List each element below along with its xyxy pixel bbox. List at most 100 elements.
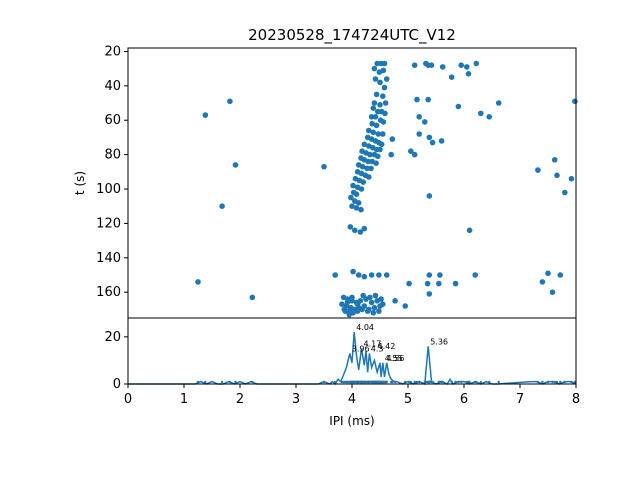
baseline-marker xyxy=(322,380,326,384)
scatter-point xyxy=(380,119,387,125)
baseline-marker xyxy=(334,380,337,384)
peak-annotation: 5.36 xyxy=(430,337,448,346)
x-tick-label: 8 xyxy=(572,392,580,407)
baseline-marker xyxy=(348,380,351,384)
x-tick-label: 2 xyxy=(236,392,244,407)
baseline-marker xyxy=(404,380,407,384)
baseline-marker xyxy=(409,380,412,384)
scatter-point xyxy=(377,102,383,108)
baseline-marker xyxy=(465,380,468,384)
baseline-marker xyxy=(343,380,346,384)
scatter-point xyxy=(354,301,361,308)
scatter-point xyxy=(389,136,396,142)
scatter-point xyxy=(369,120,376,127)
scatter-point xyxy=(344,299,351,306)
y-tick-label: 20 xyxy=(104,330,121,345)
baseline-marker xyxy=(450,380,453,384)
scatter-point xyxy=(364,165,370,172)
scatter-point xyxy=(372,292,379,299)
x-axis-label: IPI (ms) xyxy=(329,414,374,428)
scatter-point xyxy=(332,272,339,278)
baseline-marker xyxy=(563,380,566,384)
scatter-point xyxy=(383,272,390,278)
peak-annotation: 4.17 xyxy=(364,340,382,349)
scatter-point xyxy=(380,93,386,99)
scatter-point xyxy=(353,191,360,197)
scatter-point xyxy=(321,163,327,170)
scatter-point xyxy=(357,229,364,235)
baseline-marker xyxy=(364,380,368,384)
scatter-point xyxy=(350,268,356,275)
scatter-point xyxy=(377,303,383,309)
scatter-point xyxy=(368,272,375,278)
peak-annotation: 3.96 xyxy=(352,344,370,353)
scatter-point xyxy=(426,272,433,278)
scatter-point xyxy=(458,62,465,68)
scatter-point xyxy=(554,172,560,179)
scatter-point xyxy=(373,91,380,98)
scatter-point xyxy=(371,100,378,106)
baseline-marker xyxy=(488,380,491,384)
peak-annotation: 4.04 xyxy=(356,323,374,332)
x-tick-label: 1 xyxy=(180,392,188,407)
baseline-marker xyxy=(474,380,477,384)
scatter-panel: 20 40 60 80 100 120 140 160 t (s) xyxy=(73,44,578,319)
scatter-point xyxy=(249,294,256,301)
scatter-point xyxy=(349,203,355,209)
baseline-marker xyxy=(366,380,369,384)
scatter-point xyxy=(361,273,368,280)
scatter-point xyxy=(354,308,361,314)
scatter-point xyxy=(549,289,556,296)
baseline-marker xyxy=(541,380,544,384)
histogram-x-axis: 0 1 2 3 4 5 6 7 8 xyxy=(124,384,580,407)
scatter-point xyxy=(383,76,390,82)
y-tick-label: 0 xyxy=(113,377,121,392)
scatter-point xyxy=(382,110,388,117)
baseline-marker xyxy=(428,380,431,384)
scatter-point xyxy=(426,134,433,141)
scatter-point xyxy=(414,96,420,103)
x-tick-label: 5 xyxy=(404,392,412,407)
scatter-point xyxy=(426,291,433,297)
baseline-marker xyxy=(350,380,354,384)
scatter-point xyxy=(367,294,373,301)
scatter-point xyxy=(374,60,381,67)
scatter-point xyxy=(380,131,386,137)
scatter-point xyxy=(346,311,353,318)
scatter-point xyxy=(437,272,443,278)
scatter-point xyxy=(368,114,375,120)
scatter-y-axis: 20 40 60 80 100 120 140 160 xyxy=(96,44,128,300)
scatter-point xyxy=(378,296,384,302)
y-tick-label: 60 xyxy=(104,113,121,128)
scatter-point xyxy=(366,174,372,180)
scatter-point xyxy=(372,114,379,120)
peak-annotations: 4.04 4.174.42 3.96 4.34.554.56 5.36 xyxy=(352,323,448,363)
scatter-point xyxy=(378,141,385,148)
scatter-point xyxy=(373,160,379,166)
baseline-marker xyxy=(381,380,384,384)
scatter-point xyxy=(388,151,395,158)
histogram-panel: 4.04 4.174.42 3.96 4.34.554.56 5.36 0 20 0 1 2 3… xyxy=(104,317,580,428)
baseline-marker xyxy=(362,380,365,384)
scatter-point xyxy=(359,163,366,170)
scatter-point xyxy=(411,62,418,68)
scatter-point xyxy=(361,141,368,148)
scatter-point xyxy=(486,114,493,120)
histogram-frame xyxy=(127,317,577,385)
scatter-point xyxy=(347,224,354,230)
scatter-point xyxy=(465,71,472,77)
scatter-point xyxy=(416,114,423,120)
scatter-point xyxy=(568,175,575,182)
scatter-point xyxy=(416,131,423,137)
scatter-point xyxy=(359,306,365,313)
scatter-point xyxy=(382,100,389,106)
scatter-point xyxy=(195,279,201,285)
scatter-point xyxy=(452,280,459,287)
baseline-marker xyxy=(570,380,573,384)
y-tick-label: 140 xyxy=(96,251,121,266)
scatter-point xyxy=(464,64,470,70)
scatter-point xyxy=(339,301,345,308)
scatter-point xyxy=(355,272,362,278)
baseline-marker xyxy=(437,380,440,384)
y-tick-label: 100 xyxy=(96,182,121,197)
